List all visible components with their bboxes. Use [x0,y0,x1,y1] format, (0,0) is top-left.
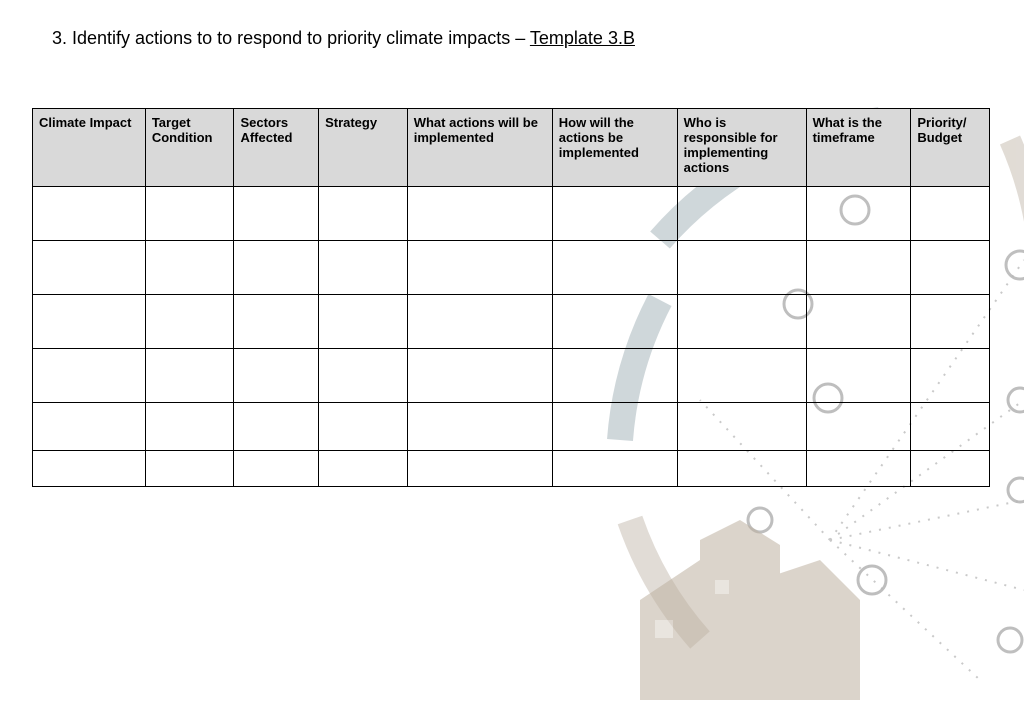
col-header: Priority/ Budget [911,109,990,187]
table-cell [677,403,806,451]
table-cell [407,187,552,241]
table-cell [234,451,319,487]
table-row [33,187,990,241]
table-cell [33,187,146,241]
col-header: Climate Impact [33,109,146,187]
table-cell [911,187,990,241]
table-cell [911,451,990,487]
table-row [33,295,990,349]
table-cell [806,451,911,487]
table-cell [806,349,911,403]
col-header: Target Condition [145,109,234,187]
table-cell [319,241,408,295]
table-cell [407,349,552,403]
table-cell [677,295,806,349]
table-cell [407,451,552,487]
table-row [33,451,990,487]
table-cell [552,241,677,295]
table-cell [407,403,552,451]
table-cell [145,295,234,349]
table-cell [407,241,552,295]
template-link[interactable]: Template 3.B [530,28,635,48]
col-header: What actions will be implemented [407,109,552,187]
table-cell [407,295,552,349]
table-cell [552,403,677,451]
table-row [33,403,990,451]
table-cell [552,349,677,403]
table-cell [911,403,990,451]
table-cell [234,187,319,241]
table-cell [319,349,408,403]
table-cell [234,295,319,349]
heading-prefix: 3. Identify actions to to respond to pri… [52,28,530,48]
table-cell [806,295,911,349]
col-header: What is the timeframe [806,109,911,187]
table-cell [911,349,990,403]
col-header: Who is responsible for implementing acti… [677,109,806,187]
table-cell [33,451,146,487]
table-cell [677,187,806,241]
table-cell [319,295,408,349]
table-cell [33,349,146,403]
table-header-row: Climate ImpactTarget ConditionSectors Af… [33,109,990,187]
col-header: Sectors Affected [234,109,319,187]
table-cell [33,241,146,295]
table-cell [145,451,234,487]
table-cell [677,241,806,295]
table-cell [319,403,408,451]
table-cell [145,349,234,403]
table-cell [33,403,146,451]
table-cell [552,451,677,487]
table-row [33,241,990,295]
col-header: How will the actions be implemented [552,109,677,187]
col-header: Strategy [319,109,408,187]
table-cell [145,187,234,241]
table-cell [552,295,677,349]
actions-table: Climate ImpactTarget ConditionSectors Af… [32,108,990,487]
table-cell [319,187,408,241]
table-cell [33,295,146,349]
table-row [33,349,990,403]
table-cell [677,349,806,403]
table-cell [806,241,911,295]
table-cell [145,241,234,295]
page-heading: 3. Identify actions to to respond to pri… [52,28,635,49]
table-cell [234,241,319,295]
table-cell [911,295,990,349]
table-cell [234,403,319,451]
table-cell [806,403,911,451]
table-cell [319,451,408,487]
table-cell [677,451,806,487]
table-cell [552,187,677,241]
table-cell [145,403,234,451]
table-cell [234,349,319,403]
table-cell [806,187,911,241]
table-cell [911,241,990,295]
